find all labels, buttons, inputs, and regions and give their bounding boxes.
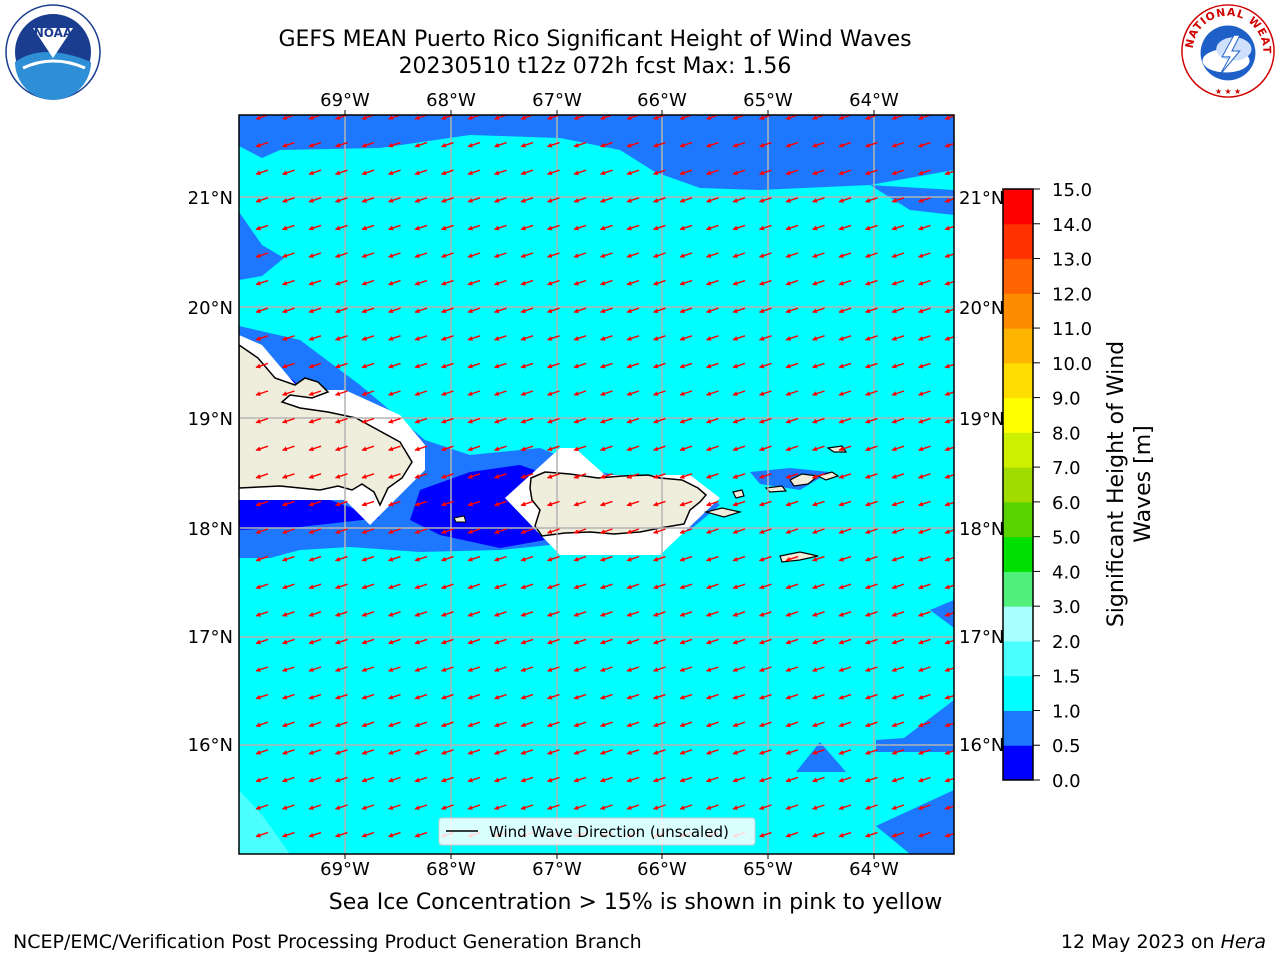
colorbar-tick-label: 4.0: [1052, 562, 1081, 583]
colorbar-tick-label: 6.0: [1052, 493, 1081, 514]
hispaniola-land: [239, 344, 413, 507]
colorbar-tick-label: 11.0: [1052, 319, 1092, 340]
colorbar-tick-label: 9.0: [1052, 389, 1081, 410]
lon-label-bottom: 67°W: [532, 859, 582, 880]
lat-label-right: 21°N: [959, 188, 1004, 209]
lon-label-top: 67°W: [532, 90, 582, 111]
colorbar-tick-label: 14.0: [1052, 215, 1092, 236]
footer-date: 12 May 2023 on Hera: [1061, 931, 1266, 953]
colorbar-segment: [1003, 223, 1033, 260]
lon-label-top: 64°W: [849, 90, 899, 111]
nws-logo: NATIONAL WEATHER SERVICE ★ ★ ★: [1178, 2, 1275, 98]
colorbar-segment: [1003, 745, 1033, 781]
colorbar-segment: [1003, 571, 1033, 607]
lat-label-right: 18°N: [959, 519, 1004, 540]
colorbar: [1003, 189, 1033, 781]
chart-subtitle: 20230510 t12z 072h fcst Max: 1.56: [398, 54, 792, 79]
lon-label-top: 66°W: [637, 90, 687, 111]
wave-field-top-band: [239, 115, 954, 190]
colorbar-tick-label: 10.0: [1052, 354, 1092, 375]
noaa-logo: NOAA: [5, 4, 101, 100]
colorbar-segment: [1003, 501, 1033, 538]
colorbar-segment: [1003, 258, 1033, 294]
chart-title: GEFS MEAN Puerto Rico Significant Height…: [278, 27, 912, 52]
colorbar-segment: [1003, 536, 1033, 572]
svg-text:★ ★ ★: ★ ★ ★: [1215, 87, 1241, 96]
lat-label-left: 19°N: [188, 409, 233, 430]
graticule: [239, 115, 954, 854]
colorbar-segment: [1003, 432, 1033, 468]
map-frame: [238, 114, 955, 855]
lat-label-left: 21°N: [188, 188, 233, 209]
colorbar-tick-label: 2.0: [1052, 632, 1081, 653]
lat-label-right: 16°N: [959, 735, 1004, 756]
lat-label-right: 20°N: [959, 298, 1004, 319]
colorbar-label-line1: Significant Height of Wind: [1104, 341, 1129, 627]
sea-ice-note: Sea Ice Concentration > 15% is shown in …: [328, 890, 943, 915]
lat-label-right: 17°N: [959, 627, 1004, 648]
lon-label-bottom: 68°W: [426, 859, 476, 880]
colorbar-tick-label: 1.5: [1052, 667, 1081, 688]
colorbar-segment: [1003, 397, 1033, 433]
lat-label-right: 19°N: [959, 409, 1004, 430]
colorbar-segment: [1003, 640, 1033, 677]
wind-wave-arrows: [255, 115, 954, 838]
colorbar-tick-label: 3.0: [1052, 597, 1081, 618]
colorbar-tick-label: 8.0: [1052, 423, 1081, 444]
lon-label-bottom: 65°W: [743, 859, 793, 880]
colorbar-segment: [1003, 328, 1033, 364]
colorbar-tick-label: 12.0: [1052, 284, 1092, 305]
colorbar-segment: [1003, 710, 1033, 746]
lon-label-top: 65°W: [743, 90, 793, 111]
footer-branch: NCEP/EMC/Verification Post Processing Pr…: [13, 931, 642, 953]
lat-label-left: 20°N: [188, 298, 233, 319]
lon-label-bottom: 66°W: [637, 859, 687, 880]
lat-label-left: 17°N: [188, 627, 233, 648]
colorbar-tick-label: 15.0: [1052, 180, 1092, 201]
colorbar-label-line2: Waves [m]: [1131, 425, 1156, 542]
colorbar-tick-label: 1.0: [1052, 701, 1081, 722]
colorbar-tick-label: 5.0: [1052, 528, 1081, 549]
colorbar-segment: [1003, 293, 1033, 329]
colorbar-tick-label: 0.5: [1052, 736, 1081, 757]
colorbar-tick-label: 0.0: [1052, 771, 1081, 792]
colorbar-segment: [1003, 189, 1033, 225]
legend-label: Wind Wave Direction (unscaled): [489, 823, 729, 841]
lon-label-bottom: 69°W: [320, 859, 370, 880]
noaa-logo-text: NOAA: [34, 26, 73, 40]
colorbar-segment: [1003, 675, 1033, 711]
footer-machine: Hera: [1220, 931, 1266, 953]
lat-label-left: 18°N: [188, 519, 233, 540]
colorbar-segment: [1003, 362, 1033, 399]
lon-label-bottom: 64°W: [849, 859, 899, 880]
lon-label-top: 68°W: [426, 90, 476, 111]
map-legend: Wind Wave Direction (unscaled): [438, 817, 756, 846]
colorbar-tick-label: 13.0: [1052, 250, 1092, 271]
footer-date-text: 12 May 2023 on: [1060, 931, 1221, 953]
colorbar-segment: [1003, 606, 1033, 642]
lon-label-top: 69°W: [320, 90, 370, 111]
lat-label-left: 16°N: [188, 735, 233, 756]
colorbar-segment: [1003, 467, 1033, 503]
colorbar-tick-label: 7.0: [1052, 458, 1081, 479]
